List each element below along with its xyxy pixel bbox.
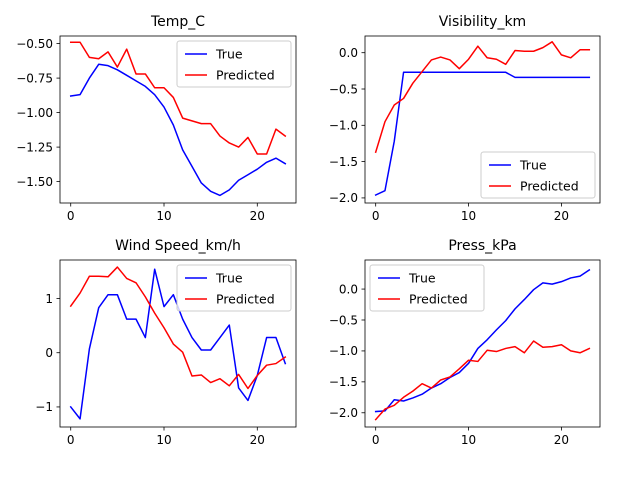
x-tick-label: 10 <box>461 433 476 447</box>
y-tick-label: 1 <box>45 292 53 306</box>
series-line-true <box>69 63 287 197</box>
legend: True Predicted <box>176 264 292 312</box>
subplot-title: Temp_C <box>150 14 205 30</box>
subplot-title: Wind Speed_km/h <box>115 238 241 254</box>
legend-label-predicted: Predicted <box>520 179 579 194</box>
x-tick-label: 20 <box>554 433 569 447</box>
x-tick-label: 20 <box>554 209 569 223</box>
axes-frame <box>59 35 297 204</box>
x-tick-label: 0 <box>372 209 380 223</box>
legend-label-true: True <box>215 47 243 62</box>
y-tick-label: −0.5 <box>329 313 358 327</box>
series-line-predicted <box>69 266 287 390</box>
y-tick-label: −1.50 <box>16 175 53 189</box>
legend-label-true: True <box>408 271 436 286</box>
subplot-title: Visibility_km <box>439 14 526 30</box>
legend-label-true: True <box>215 271 243 286</box>
y-tick-label: −1.5 <box>329 375 358 389</box>
y-tick-label: −1.0 <box>329 344 358 358</box>
legend: True Predicted <box>480 151 596 199</box>
legend-label-true: True <box>519 158 547 173</box>
x-tick-label: 20 <box>250 209 265 223</box>
y-tick-label: −1 <box>35 400 53 414</box>
series-line-predicted <box>374 41 591 154</box>
y-tick-label: −1.0 <box>329 119 358 133</box>
y-tick-label: 0 <box>45 346 53 360</box>
y-tick-label: −2.0 <box>329 406 358 420</box>
series-line-predicted <box>69 41 287 155</box>
series-line-true <box>374 71 591 197</box>
y-tick-label: −0.75 <box>16 71 53 85</box>
y-tick-label: −1.00 <box>16 106 53 120</box>
x-tick-label: 10 <box>156 433 171 447</box>
y-tick-label: 0.0 <box>339 46 358 60</box>
legend: True Predicted <box>369 264 485 312</box>
y-tick-label: 0.0 <box>339 282 358 296</box>
series-line-true <box>374 268 591 413</box>
subplot-1: Temp_C 0 10 20 −0.50 −0.75 −1.00 −1.25 −1.50 True… <box>16 14 297 223</box>
y-tick-label: −0.50 <box>16 37 53 51</box>
x-tick-label: 0 <box>67 209 75 223</box>
y-tick-label: −0.5 <box>329 82 358 96</box>
axes-frame <box>364 259 601 428</box>
series-line-predicted <box>374 340 591 421</box>
x-tick-label: 0 <box>372 433 380 447</box>
x-tick-label: 20 <box>250 433 265 447</box>
axes-frame <box>364 35 601 204</box>
legend: True Predicted <box>176 40 292 88</box>
y-tick-label: −2.0 <box>329 191 358 205</box>
x-tick-label: 0 <box>67 433 75 447</box>
subplot-4: Press_kPa 0 10 20 0.0 −0.5 −1.0 −1.5 −2.0 True Pre… <box>329 238 601 447</box>
legend-label-predicted: Predicted <box>216 68 275 83</box>
legend-label-predicted: Predicted <box>409 292 468 307</box>
y-tick-label: −1.5 <box>329 155 358 169</box>
legend-label-predicted: Predicted <box>216 292 275 307</box>
subplot-2: Visibility_km 0 10 20 0.0 −0.5 −1.0 −1.5 −2.0 Tru… <box>329 14 601 223</box>
x-tick-label: 10 <box>156 209 171 223</box>
x-tick-label: 10 <box>461 209 476 223</box>
subplot-title: Press_kPa <box>448 238 516 254</box>
axes-frame <box>59 259 297 428</box>
y-tick-label: −1.25 <box>16 140 53 154</box>
